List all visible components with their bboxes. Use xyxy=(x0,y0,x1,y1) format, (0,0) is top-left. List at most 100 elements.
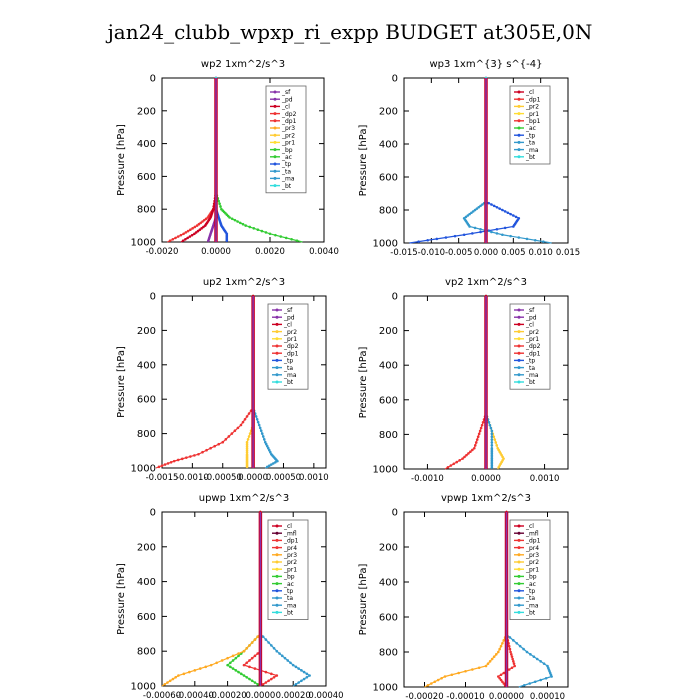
legend-label: _ac xyxy=(525,125,536,132)
y-axis-label: Pressure [hPa] xyxy=(116,124,127,196)
series-marker-pr3 xyxy=(492,655,496,658)
series-marker-tp xyxy=(471,232,474,235)
legend-label: _dp1 xyxy=(525,538,541,545)
chart-title: vpwp 1xm^2/s^3 xyxy=(441,493,531,504)
series-marker-ac xyxy=(241,222,245,226)
series-marker-tp xyxy=(487,201,491,205)
series-marker-pr2 xyxy=(245,450,249,454)
series-marker-ta xyxy=(490,441,494,444)
series-marker-dp1 xyxy=(510,666,514,670)
series-marker-pr3 xyxy=(471,668,474,671)
series-marker-ac xyxy=(217,199,220,203)
series-marker-ta xyxy=(542,662,546,665)
series-marker-pr3 xyxy=(188,670,191,674)
series-marker-dp1 xyxy=(475,438,479,441)
series-marker-ta xyxy=(280,654,284,658)
series-marker-ta xyxy=(473,226,477,230)
series-marker-pr3 xyxy=(242,649,246,653)
legend-label: _dp1 xyxy=(525,96,541,103)
series-marker-dp1 xyxy=(236,426,240,430)
series-marker-cl xyxy=(203,224,207,227)
x-tick-label: 0.015 xyxy=(556,248,580,258)
series-marker-ta xyxy=(508,636,512,639)
series-marker-dp1 xyxy=(472,446,476,450)
legend-marker xyxy=(517,337,521,341)
plot-frame xyxy=(403,511,569,688)
series-marker-ta xyxy=(267,641,270,644)
legend-marker xyxy=(517,308,521,312)
legend-label: _dp2 xyxy=(283,343,299,350)
y-tick-label: 400 xyxy=(137,139,156,150)
series-marker-dp1 xyxy=(270,672,273,676)
series-marker-dp1 xyxy=(463,455,466,459)
legend-label: _pr2 xyxy=(525,329,539,336)
y-tick-label: 1000 xyxy=(373,239,398,250)
legend-label: _sf xyxy=(525,307,535,314)
legend-label: _cl xyxy=(283,322,292,329)
series-marker-pr3 xyxy=(198,667,202,670)
series-marker-ta xyxy=(276,459,279,463)
legend-marker xyxy=(517,119,521,123)
legend-marker xyxy=(517,574,521,578)
series-marker-tp xyxy=(462,233,466,237)
legend-label: _ma xyxy=(281,176,295,183)
legend-marker xyxy=(275,610,279,614)
series-marker-dp1 xyxy=(176,458,180,462)
series-marker-pr3 xyxy=(250,641,254,644)
legend-label: _ac xyxy=(281,154,292,161)
series-marker-dp1 xyxy=(217,442,220,446)
series-marker-pr3 xyxy=(171,677,175,681)
series-marker-ta xyxy=(490,432,494,436)
chart-title: wp2 1xm^2/s^3 xyxy=(201,59,285,70)
series-marker-ta xyxy=(275,649,279,653)
series-marker-dp1 xyxy=(499,678,503,682)
y-tick-label: 1000 xyxy=(373,465,398,476)
legend-label: _pd xyxy=(283,314,295,321)
y-tick-label: 600 xyxy=(379,395,398,406)
series-marker-ac xyxy=(284,236,288,240)
series-marker-ac xyxy=(244,224,247,227)
series-marker-pr2 xyxy=(245,440,249,444)
series-marker-dp1 xyxy=(507,644,511,648)
series-marker-ta xyxy=(286,659,290,662)
x-tick-label: 0.0000 xyxy=(201,247,231,257)
legend-label: _tp xyxy=(283,358,293,365)
series-marker-ta xyxy=(490,444,494,447)
chart-panel-5: upwp 1xm^2/s^3 Pressure [hPa] 0 200 400 600 80… xyxy=(116,493,344,700)
series-marker-dp1 xyxy=(264,681,268,684)
series-marker-ac xyxy=(237,670,240,674)
series-marker-ta xyxy=(489,426,493,430)
x-tick-label: 0.00010 xyxy=(530,692,565,700)
chart-panel-1: wp2 1xm^2/s^3 Pressure [hPa] 0 200 400 600 800… xyxy=(116,59,339,257)
series-marker-dp1 xyxy=(501,680,504,684)
legend-label: _tp xyxy=(525,588,535,595)
series-marker-cl xyxy=(184,237,187,241)
series-marker-pr3 xyxy=(209,663,213,667)
series-marker-cl xyxy=(193,232,196,236)
series-marker-ac xyxy=(250,679,254,683)
legend-label: _pr3 xyxy=(283,552,297,559)
series-marker-dp1 xyxy=(513,664,516,668)
x-tick-label: 0.0010 xyxy=(299,473,329,483)
series-marker-dp1 xyxy=(201,220,204,223)
series-marker-ta xyxy=(272,647,276,650)
legend-label: _ta xyxy=(525,595,535,602)
series-marker-dp1 xyxy=(467,452,470,455)
legend-marker xyxy=(273,155,277,159)
series-marker-ta xyxy=(260,432,264,435)
legend-label: _pd xyxy=(525,314,537,321)
legend-marker xyxy=(275,574,279,578)
series-marker-dp1 xyxy=(473,444,477,447)
legend-label: _pr3 xyxy=(525,552,539,559)
legend-label: _pr1 xyxy=(525,111,539,118)
series-marker-pr3 xyxy=(253,638,257,641)
series-marker-pr3 xyxy=(226,656,229,660)
series-marker-pr3 xyxy=(436,678,440,682)
legend-marker xyxy=(275,322,279,326)
series-marker-pr2 xyxy=(245,465,249,469)
x-tick-label: 0.0000 xyxy=(238,473,268,483)
series-marker-pr3 xyxy=(501,641,504,645)
y-tick-label: 800 xyxy=(137,647,156,658)
series-marker-dp1 xyxy=(474,441,478,444)
series-marker-ta xyxy=(259,429,263,433)
